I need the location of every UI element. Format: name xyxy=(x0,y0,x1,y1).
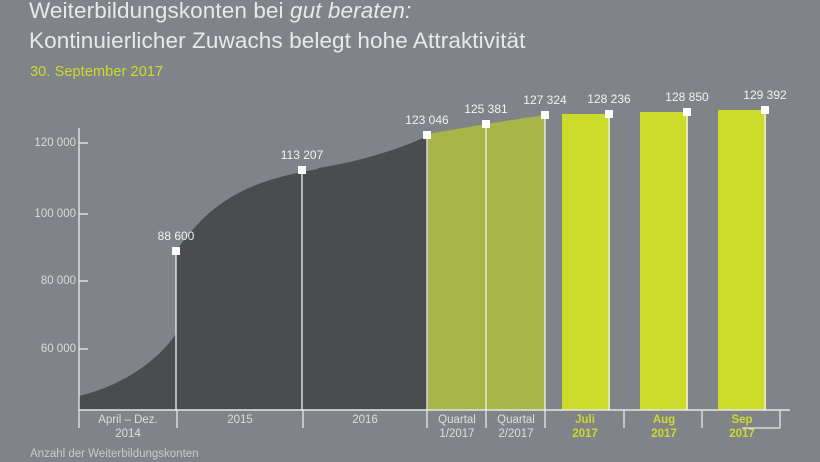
title-line-1-emphasis: gut beraten: xyxy=(290,0,412,23)
title-line-2: Kontinuierlicher Zuwachs belegt hohe Att… xyxy=(29,28,526,53)
x-label-april-dez-2014: April – Dez. 2014 xyxy=(78,413,178,441)
x-label-2016: 2016 xyxy=(315,413,415,427)
x-label-line1: Quartal xyxy=(438,414,476,426)
data-label-88600: 88 600 xyxy=(157,229,195,243)
data-label-128850: 128 850 xyxy=(665,90,709,104)
title-line-1: Weiterbildungskonten bei gut beraten: xyxy=(29,0,789,26)
y-tick-label-80000: 80 000 xyxy=(40,275,76,287)
bar-aug-2017 xyxy=(640,112,688,410)
x-label-line2: 2014 xyxy=(115,428,141,440)
x-label-line1: April – Dez. xyxy=(98,414,158,426)
x-label-quartal-2-2017: Quartal 2/2017 xyxy=(491,413,541,441)
bar-juli-2017 xyxy=(562,114,610,410)
x-label-line2: 2017 xyxy=(572,428,598,440)
y-axis-caption: Anzahl der Weiterbildungskonten xyxy=(30,448,199,460)
data-label-129392: 129 392 xyxy=(743,88,787,102)
marker-123046 xyxy=(423,131,431,139)
subtitle-date: 30. September 2017 xyxy=(30,64,164,80)
x-label-line1: 2015 xyxy=(227,414,253,426)
x-label-line2: 2017 xyxy=(729,428,755,440)
x-label-aug-2017: Aug 2017 xyxy=(629,413,699,441)
x-label-line2: 1/2017 xyxy=(439,428,475,440)
x-label-line2: 2/2017 xyxy=(498,428,534,440)
marker-88600 xyxy=(172,247,180,255)
y-tick-label-120000: 120 000 xyxy=(34,137,76,149)
x-label-line1: Sep xyxy=(731,414,753,426)
x-label-line1: Aug xyxy=(652,414,676,426)
x-label-line1: 2016 xyxy=(352,414,378,426)
data-label-128236: 128 236 xyxy=(587,92,631,106)
x-label-quartal-1-2017: Quartal 1/2017 xyxy=(432,413,482,441)
x-label-sep-2017: Sep 2017 xyxy=(707,413,777,441)
data-label-113207: 113 207 xyxy=(280,148,324,162)
x-label-2015: 2015 xyxy=(190,413,290,427)
marker-127324 xyxy=(541,111,549,119)
title-line-1-text: Weiterbildungskonten bei xyxy=(29,0,290,23)
bar-sep-2017 xyxy=(718,110,766,410)
marker-128236 xyxy=(605,110,613,118)
data-label-125381: 125 381 xyxy=(464,102,508,116)
y-tick-label-100000: 100 000 xyxy=(34,208,76,220)
x-label-line2: 2017 xyxy=(651,428,677,440)
marker-129392 xyxy=(761,106,769,114)
marker-125381 xyxy=(482,120,490,128)
area-historical-dark xyxy=(79,136,427,410)
y-tick-label-60000: 60 000 xyxy=(40,343,76,355)
data-label-123046: 123 046 xyxy=(405,113,449,127)
x-label-line1: Juli xyxy=(575,414,595,426)
page-title: Weiterbildungskonten bei gut beraten: Ko… xyxy=(29,0,789,56)
x-label-juli-2017: Juli 2017 xyxy=(550,413,620,441)
marker-113207 xyxy=(298,166,306,174)
data-label-127324: 127 324 xyxy=(523,93,567,107)
x-label-line1: Quartal xyxy=(497,414,535,426)
marker-128850 xyxy=(683,108,691,116)
